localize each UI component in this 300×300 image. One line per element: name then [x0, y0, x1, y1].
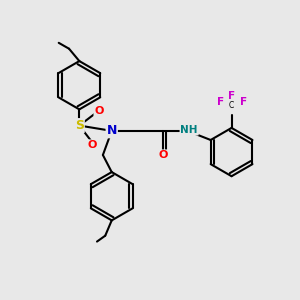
Text: N: N [106, 124, 117, 137]
Text: F: F [217, 97, 224, 107]
Text: S: S [75, 119, 84, 132]
Text: O: O [88, 140, 97, 150]
Text: F: F [240, 97, 247, 107]
Text: NH: NH [180, 125, 198, 135]
Text: O: O [159, 150, 168, 160]
Text: O: O [94, 106, 104, 116]
Text: C: C [229, 101, 234, 110]
Text: F: F [228, 91, 235, 100]
